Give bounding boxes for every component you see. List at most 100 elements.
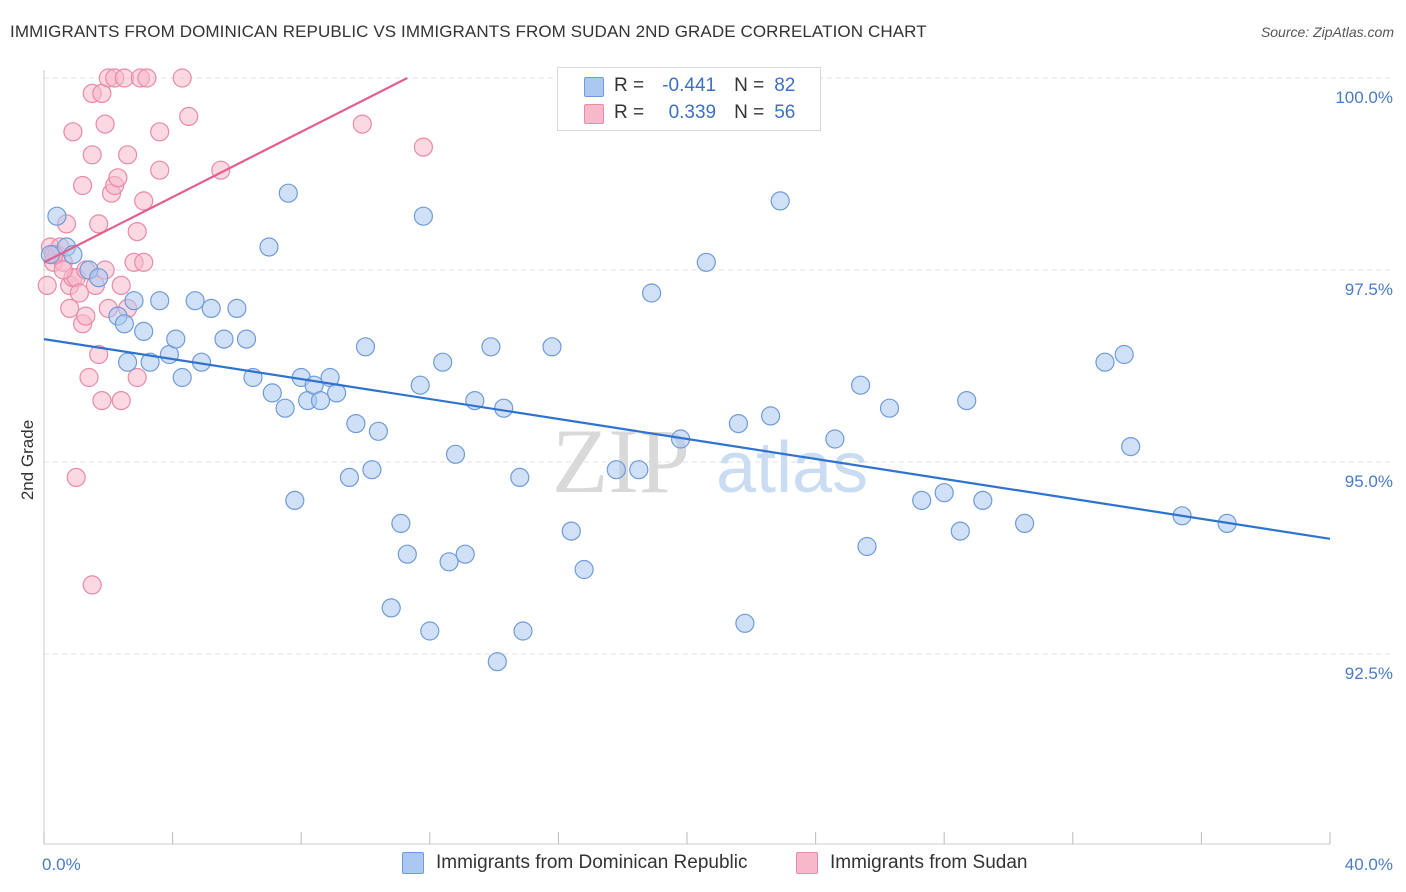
data-point-dominican [214,329,234,349]
data-point-dominican [310,391,331,411]
trend-line-dominican [43,338,1331,540]
legend-label: Immigrants from Dominican Republic [436,852,748,873]
legend-row-sudan: R = 0.339 N = 56 [584,101,795,125]
data-point-sudan [127,367,147,388]
data-point-dominican [455,544,475,564]
data-point-sudan [352,114,372,134]
legend-n-label: N = [734,102,765,123]
legend-swatch-pink [584,104,604,124]
data-point-dominican [285,490,305,510]
legend-n-value: 56 [774,102,796,123]
data-point-dominican [381,598,401,618]
y-tick-label: 95.0% [1345,472,1393,491]
data-point-dominican [574,559,594,580]
data-point-dominican [166,329,186,349]
data-point-dominican [606,460,626,480]
data-point-dominican [47,206,67,226]
y-tick-label: 100.0% [1335,88,1393,107]
data-point-sudan [92,391,112,411]
data-point-sudan [82,145,102,165]
data-point-dominican [140,352,160,372]
data-point-dominican [641,283,662,303]
data-point-dominican [850,375,871,395]
trend-line-sudan [43,77,408,264]
data-point-dominican [696,252,716,272]
data-point-sudan [108,168,128,188]
data-point-sudan [413,137,433,157]
data-point-sudan [111,275,131,295]
data-point-dominican [259,237,279,257]
data-point-sudan [111,391,131,411]
data-point-dominican [1114,344,1134,365]
chart-title: IMMIGRANTS FROM DOMINICAN REPUBLIC VS IM… [10,22,927,41]
data-point-dominican [1121,437,1141,457]
legend-r-value: -0.441 [662,75,717,96]
y-tick-label: 92.5% [1345,664,1393,683]
data-point-sudan [63,122,83,142]
data-point-dominican [510,467,530,487]
data-point-dominican [227,298,247,318]
data-point-dominican [413,206,433,226]
legend-item-sudan: Immigrants from Sudan [796,852,1027,874]
data-point-dominican [879,398,900,418]
data-point-sudan [37,275,57,295]
legend-n-value: 82 [774,75,796,96]
series-legend: Immigrants from Dominican Republic Immig… [0,852,1406,878]
data-point-dominican [346,414,366,434]
data-point-sudan [69,283,90,303]
legend-swatch-pink [796,852,818,874]
data-point-sudan [95,114,115,134]
data-point-sudan [89,344,109,365]
data-point-sudan [117,145,138,165]
data-point-sudan [150,122,170,142]
data-point-sudan [179,106,199,127]
data-point-dominican [561,521,581,541]
data-point-sudan [53,260,73,280]
watermark-zip: ZIP [552,410,690,512]
data-point-dominican [339,467,359,487]
data-point-dominican [629,460,649,480]
data-point-dominican [857,536,877,557]
data-point-dominican [433,352,453,372]
x-tick-label: 40.0% [1345,855,1393,874]
data-point-dominican [262,383,282,403]
data-point-dominican [439,552,459,572]
data-point-dominican [973,490,993,510]
data-point-dominican [481,337,501,357]
data-point-dominican [513,621,533,641]
legend-n-label: N = [734,75,765,96]
data-point-dominican [275,398,295,418]
data-point-sudan [150,160,170,180]
data-point-sudan [76,306,96,326]
data-point-dominican [494,398,514,418]
legend-r-label: R = [614,75,645,96]
data-point-dominican [40,245,61,265]
data-point-sudan [134,191,154,211]
data-point-sudan [134,252,154,272]
data-point-dominican [487,652,507,672]
source-label: Source: ZipAtlas.com [1260,24,1394,40]
data-point-dominican [542,337,562,357]
data-point-dominican [934,483,954,503]
data-point-dominican [362,460,382,480]
data-point-dominican [114,314,135,334]
legend-row-dominican: R = -0.441 N = 82 [584,74,795,98]
stats-legend: R = -0.441 N = 82 R = 0.339 N = 56 [557,67,821,131]
axes [43,70,1331,845]
legend-r-label: R = [614,102,645,123]
data-point-dominican [236,329,257,349]
legend-label: Immigrants from Sudan [830,852,1028,873]
legend-swatch-blue [402,852,424,874]
data-point-dominican [117,352,138,372]
data-point-dominican [201,298,221,318]
x-tick-label: 0.0% [42,855,81,874]
trend-lines [43,77,1331,540]
data-point-dominican [950,521,970,541]
y-axis-label: 2nd Grade [18,420,37,500]
data-point-dominican [760,406,781,426]
grid-lines [44,77,1392,655]
data-point-sudan [114,68,135,88]
data-point-dominican [1095,352,1115,372]
data-point-dominican [134,321,154,341]
